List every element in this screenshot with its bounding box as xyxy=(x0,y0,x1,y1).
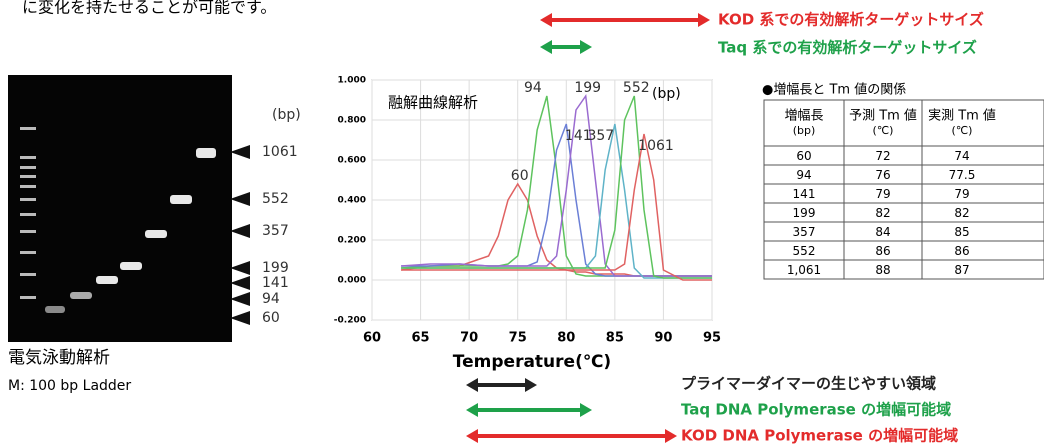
table-cell: 94 xyxy=(796,168,811,182)
y-tick-label: 0.800 xyxy=(338,116,366,126)
table-cell: 84 xyxy=(875,225,890,239)
band-pointer xyxy=(230,145,250,159)
band-pointer xyxy=(230,224,250,238)
arrow-head xyxy=(540,13,552,27)
band-label: 141 xyxy=(262,275,289,291)
arrow-head xyxy=(466,378,478,392)
band-pointer xyxy=(230,276,250,290)
y-tick-label: 0.600 xyxy=(338,156,366,166)
table-cell: 82 xyxy=(954,206,969,220)
x-axis-label: Temperature(℃) xyxy=(453,352,611,372)
x-tick-label: 75 xyxy=(509,331,527,346)
gel-caption: 電気泳動解析 xyxy=(8,348,110,368)
table-header: (℃) xyxy=(873,124,894,137)
chart-title: 融解曲線解析 xyxy=(388,94,478,112)
gel-unit: (bp) xyxy=(272,107,301,123)
page: に変化を持たせることが可能です。 KOD 系での有効解析ターゲットサイズ Taq… xyxy=(0,0,1044,445)
band-pointer xyxy=(230,261,250,275)
table-cell: 79 xyxy=(875,187,890,201)
band-label: 60 xyxy=(262,310,280,326)
table-header: 実測 Tm 値 xyxy=(928,108,996,124)
legend-text: KOD 系での有効解析ターゲットサイズ xyxy=(718,11,984,29)
table-header: (bp) xyxy=(793,124,816,137)
figure: に変化を持たせることが可能です。 KOD 系での有効解析ターゲットサイズ Taq… xyxy=(0,0,1044,445)
arrow-head xyxy=(466,403,478,417)
table-cell: 88 xyxy=(875,263,890,277)
x-tick-label: 95 xyxy=(703,331,721,346)
peak-label: 1061 xyxy=(638,138,674,154)
y-tick-label: -0.200 xyxy=(334,316,366,326)
table-cell: 60 xyxy=(796,149,811,163)
table-cell: 86 xyxy=(954,244,969,258)
band-label: 94 xyxy=(262,291,280,307)
peak-label: 357 xyxy=(587,128,614,144)
x-tick-label: 60 xyxy=(363,331,381,346)
table-header: (℃) xyxy=(952,124,973,137)
table-cell: 552 xyxy=(793,244,816,258)
table-cell: 357 xyxy=(793,225,816,239)
band-pointer xyxy=(230,311,250,325)
table-cell: 141 xyxy=(793,187,816,201)
arrow-head xyxy=(698,13,710,27)
x-tick-label: 65 xyxy=(412,331,430,346)
peak-label: 199 xyxy=(574,80,601,96)
table-cell: 79 xyxy=(954,187,969,201)
y-tick-label: 1.000 xyxy=(338,76,366,86)
table-cell: 86 xyxy=(875,244,890,258)
arrow-head xyxy=(540,40,552,54)
arrow-head xyxy=(580,403,592,417)
table-header: 増幅長 xyxy=(784,109,823,124)
intro-text: に変化を持たせることが可能です。 xyxy=(22,0,276,17)
x-tick-label: 85 xyxy=(606,331,624,346)
arrow-head xyxy=(665,429,677,443)
gel-image xyxy=(8,75,232,342)
x-tick-label: 80 xyxy=(557,331,575,346)
y-tick-label: 0.000 xyxy=(338,276,366,286)
peak-label: 94 xyxy=(524,80,542,96)
arrow-head xyxy=(580,40,592,54)
table-cell: 74 xyxy=(954,149,969,163)
table-cell: 77.5 xyxy=(949,168,976,182)
table-cell: 199 xyxy=(793,206,816,220)
x-tick-label: 70 xyxy=(460,331,478,346)
band-label: 552 xyxy=(262,191,289,207)
table-cell: 82 xyxy=(875,206,890,220)
gel-ladder: M: 100 bp Ladder xyxy=(8,378,131,394)
band-pointer xyxy=(230,292,250,306)
table-cell: 87 xyxy=(954,263,969,277)
band-label: 199 xyxy=(262,260,289,276)
y-tick-label: 0.200 xyxy=(338,236,366,246)
peak-label: 552 xyxy=(623,80,650,96)
legend-text: KOD DNA Polymerase の増幅可能域 xyxy=(681,427,958,445)
band-label: 357 xyxy=(262,223,289,239)
y-tick-label: 0.400 xyxy=(338,196,366,206)
table-cell: 1,061 xyxy=(787,263,821,277)
band-label: 1061 xyxy=(262,144,298,160)
table-header: 予測 Tm 値 xyxy=(849,108,917,124)
table-cell: 76 xyxy=(875,168,890,182)
annotation: (bp) xyxy=(652,86,681,102)
legend-text: Taq DNA Polymerase の増幅可能域 xyxy=(681,401,951,419)
table-title: ●増幅長と Tm 値の関係 xyxy=(762,82,906,98)
legend-text: Taq 系での有効解析ターゲットサイズ xyxy=(718,39,977,57)
band-pointer xyxy=(230,192,250,206)
arrow-head xyxy=(466,429,478,443)
table-cell: 85 xyxy=(954,225,969,239)
legend-text: プライマーダイマーの生じやすい領域 xyxy=(681,375,936,393)
table-cell: 72 xyxy=(875,149,890,163)
x-tick-label: 90 xyxy=(654,331,672,346)
arrow-head xyxy=(525,378,537,392)
peak-label: 60 xyxy=(511,168,529,184)
